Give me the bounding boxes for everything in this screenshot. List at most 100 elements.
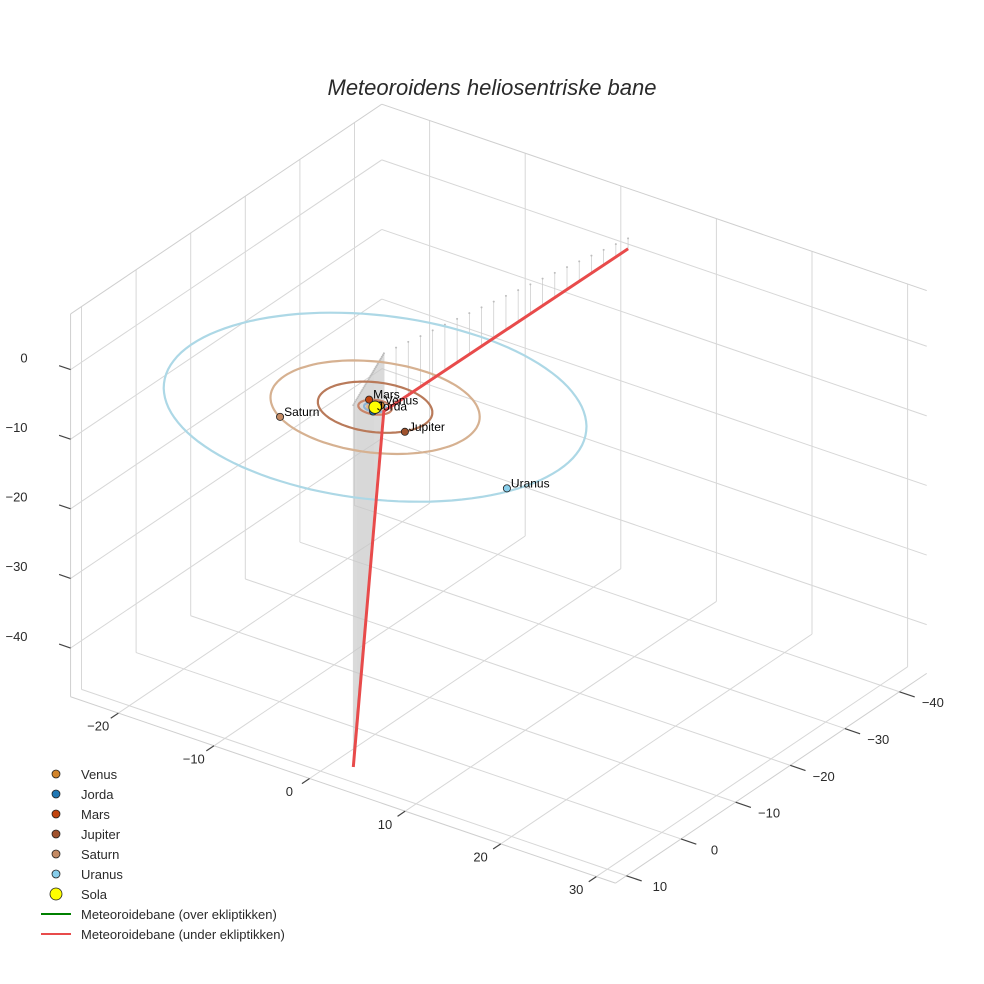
projection-point — [602, 248, 605, 251]
projection-point — [578, 260, 581, 263]
grid-line-z — [381, 228, 927, 417]
legend-item-label: Jupiter — [81, 827, 121, 842]
grid-line-z — [381, 368, 927, 556]
projection-point — [590, 254, 593, 257]
planet-label-jupiter: Jupiter — [409, 420, 445, 434]
projection-point — [355, 398, 358, 401]
planet-label-saturn: Saturn — [284, 405, 319, 419]
projection-point — [368, 376, 371, 379]
grid-line-x — [500, 633, 813, 845]
grid-line-y — [81, 688, 627, 877]
projection-point — [370, 373, 373, 376]
projection-point — [374, 366, 377, 369]
projection-point — [627, 237, 630, 240]
grid-line-y — [190, 615, 736, 803]
z-tick-label: −30 — [5, 559, 27, 574]
projection-point — [431, 329, 434, 332]
y-tick-label: −40 — [922, 695, 944, 710]
z-tick-mark — [58, 365, 71, 371]
y-tick-label: −30 — [867, 732, 889, 747]
projection-point — [362, 386, 365, 389]
projection-point — [364, 383, 367, 386]
y-tick-label: −20 — [813, 769, 835, 784]
z-tick-mark — [58, 643, 71, 649]
x-tick-label: 20 — [473, 849, 487, 864]
projection-point — [353, 402, 356, 405]
trajectory-below-line — [351, 247, 629, 768]
box-edges — [70, 103, 927, 884]
axis-ticks: −20 −10 0 10 20 30 −40 −30 −20 −10 0 10 −40 −30 −20 −10… — [5, 350, 943, 897]
y-tick-label: 0 — [711, 842, 718, 857]
projection-point — [360, 390, 363, 393]
grid-line-x — [309, 568, 622, 779]
box-edge — [381, 103, 927, 292]
projection-point — [395, 346, 398, 349]
legend-item-label: Jorda — [81, 787, 114, 802]
projection-point — [566, 266, 569, 269]
projection-point — [356, 397, 359, 400]
legend-item-label: Mars — [81, 807, 110, 822]
grid-line-y — [135, 652, 682, 840]
projection-point — [541, 277, 544, 280]
grid-line-z — [70, 229, 383, 440]
grid-line-x — [404, 601, 717, 812]
chart-title: Meteoroidens heliosentriske bane — [328, 75, 657, 100]
grid-line-z — [70, 368, 383, 579]
legend-marker-swatch — [51, 789, 61, 799]
z-tick-label: −40 — [5, 629, 27, 644]
legend: Venus Jorda Mars Jupiter Saturn Uranus Sola Met… — [41, 767, 285, 942]
planet-label-jorda: Jorda — [377, 399, 407, 413]
projection-point — [379, 357, 382, 360]
projection-point — [419, 335, 422, 338]
projection-point — [517, 289, 520, 292]
z-tick-mark — [58, 573, 71, 579]
projection-point — [367, 378, 370, 381]
planet-label-venus: Venus — [385, 393, 418, 407]
legend-item-label: Uranus — [81, 867, 123, 882]
legend-item-label: Sola — [81, 887, 108, 902]
grid-line-y — [245, 578, 791, 766]
x-tick-mark — [110, 712, 119, 719]
orbit-saturn — [269, 359, 481, 456]
x-tick-mark — [492, 843, 502, 850]
projection-point — [468, 312, 471, 315]
y-tick-mark — [790, 764, 806, 772]
grid-line-x — [596, 666, 908, 877]
legend-marker-swatch — [49, 887, 63, 901]
y-tick-label: 10 — [653, 879, 667, 894]
legend-marker-swatch — [51, 809, 61, 819]
orbit-jupiter — [316, 380, 434, 434]
z-tick-label: 0 — [20, 350, 27, 365]
grid-line-z — [381, 159, 927, 347]
legend-marker-swatch — [51, 829, 61, 839]
axis-line-x — [70, 696, 616, 884]
projection-point — [382, 352, 385, 355]
projection-point — [361, 388, 364, 391]
projection-point — [354, 400, 357, 403]
meteoroid-trajectory — [351, 247, 629, 768]
grid-line-z — [70, 159, 383, 371]
legend-marker-swatch — [51, 869, 61, 879]
x-tick-label: −10 — [183, 751, 205, 766]
x-tick-mark — [301, 777, 310, 785]
projection-point — [369, 374, 372, 377]
z-tick-label: −10 — [5, 420, 27, 435]
projection-point — [380, 355, 383, 358]
x-tick-label: −20 — [87, 719, 109, 734]
projection-point — [373, 367, 376, 370]
x-tick-mark — [206, 745, 215, 752]
planet-label-uranus: Uranus — [511, 476, 550, 490]
projection-point — [376, 362, 379, 365]
projection-point — [371, 371, 374, 374]
planet-uranus — [502, 484, 511, 493]
y-tick-label: −10 — [758, 806, 780, 821]
grid-line-z — [381, 437, 927, 626]
y-tick-mark — [680, 838, 697, 845]
x-tick-mark — [588, 876, 597, 883]
x-tick-mark — [397, 810, 406, 817]
legend-marker-swatch — [51, 849, 61, 859]
grid-line-z — [70, 298, 383, 510]
axis-line-y — [615, 672, 927, 884]
